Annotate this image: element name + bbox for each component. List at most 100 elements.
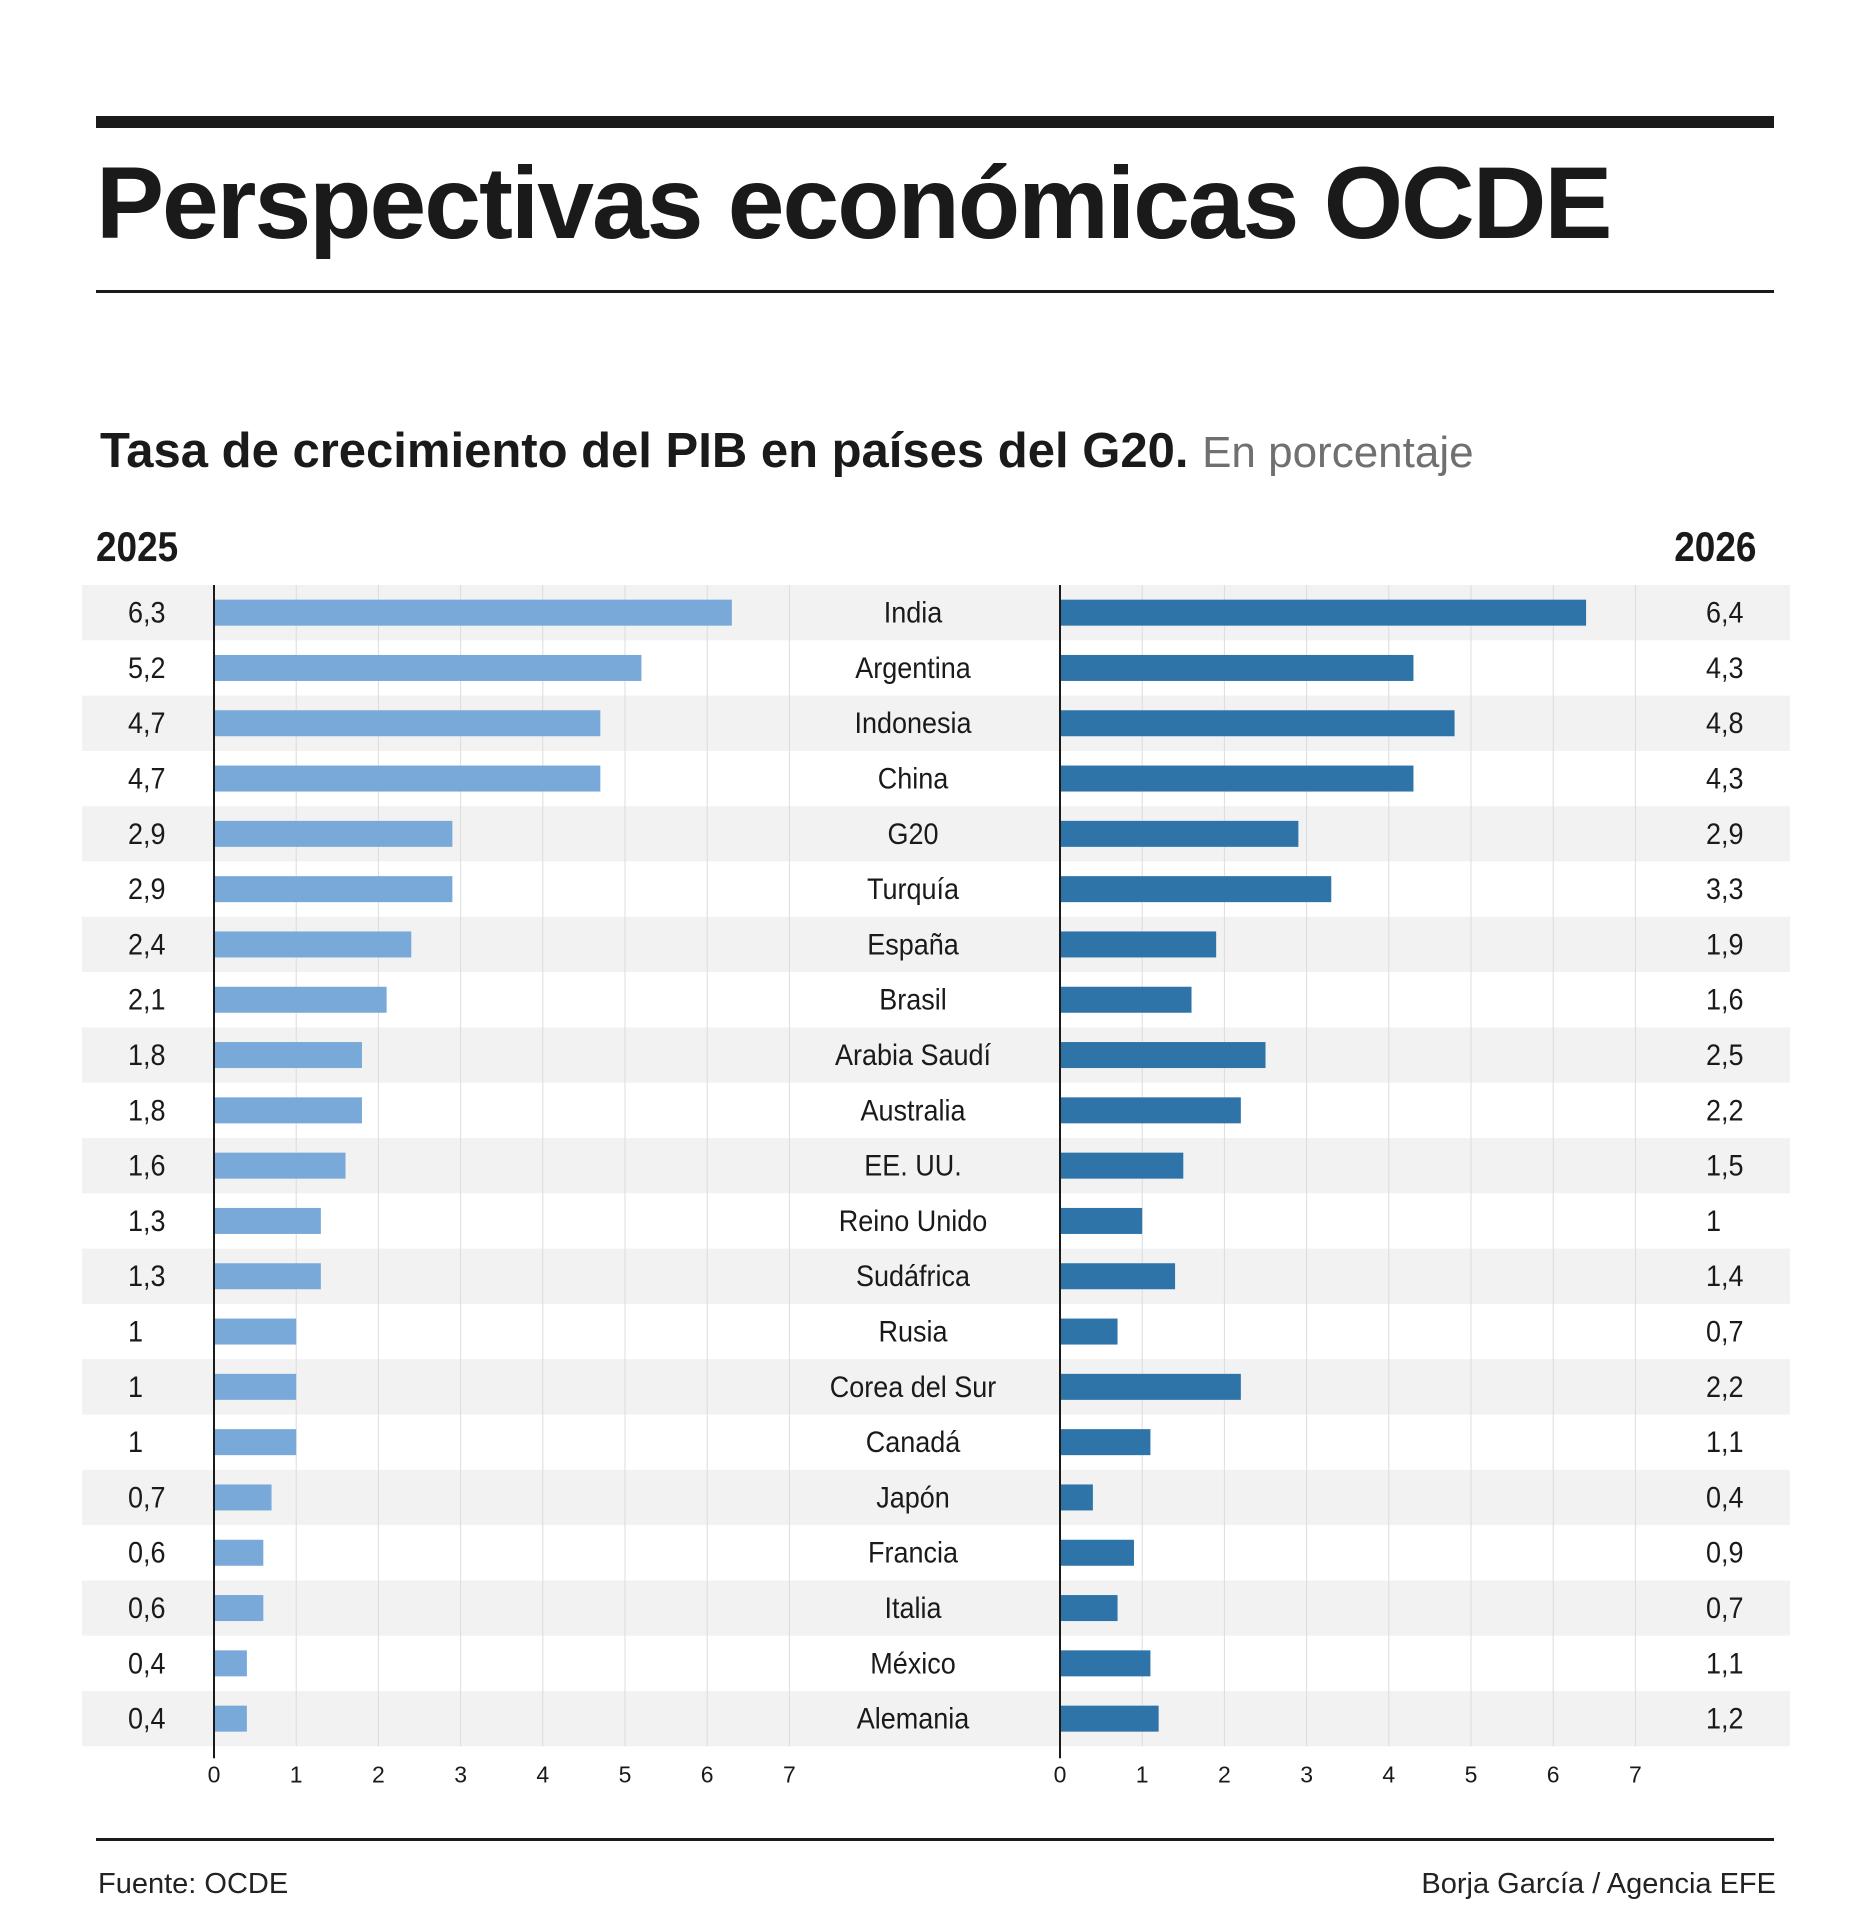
- bar-2025: [214, 1484, 272, 1511]
- tick-label-2025: 6: [701, 1761, 714, 1787]
- value-label-2026: 3,3: [1706, 873, 1744, 907]
- tick-label-2026: 0: [1054, 1761, 1067, 1787]
- category-label: India: [884, 596, 943, 630]
- bar-2025: [214, 654, 642, 681]
- value-label-2025: 0,6: [128, 1592, 166, 1626]
- bar-2026: [1060, 1705, 1159, 1732]
- bar-2025: [214, 1705, 247, 1732]
- credit-note: Borja García / Agencia EFE: [1421, 1868, 1776, 1900]
- bar-2025: [214, 1373, 297, 1400]
- bar-2026: [1060, 931, 1217, 958]
- bar-2026: [1060, 1042, 1266, 1069]
- bar-2025: [214, 931, 412, 958]
- value-label-2025: 2,9: [128, 873, 166, 907]
- bar-2026: [1060, 710, 1455, 737]
- value-label-2025: 1,3: [128, 1205, 166, 1239]
- category-label: EE. UU.: [864, 1149, 961, 1183]
- value-label-2026: 1,1: [1706, 1426, 1744, 1460]
- tick-label-2026: 2: [1218, 1761, 1231, 1787]
- series-label-2026: 2026: [1673, 523, 1756, 570]
- bar-2026: [1060, 654, 1414, 681]
- top-rule: [96, 116, 1774, 128]
- value-label-2025: 2,1: [128, 983, 166, 1017]
- bar-2026: [1060, 1373, 1241, 1400]
- bar-2026: [1060, 1263, 1176, 1290]
- bar-2026: [1060, 765, 1414, 792]
- row-band: [82, 1469, 1790, 1526]
- category-label: Corea del Sur: [830, 1370, 997, 1404]
- value-label-2026: 1: [1706, 1205, 1721, 1239]
- value-label-2026: 6,4: [1706, 596, 1744, 630]
- value-label-2026: 2,9: [1706, 817, 1744, 851]
- bar-2025: [214, 765, 601, 792]
- bar-2025: [214, 876, 453, 903]
- bar-2026: [1060, 1097, 1241, 1124]
- value-label-2026: 0,7: [1706, 1315, 1744, 1349]
- value-label-2025: 1,8: [128, 1039, 166, 1073]
- bar-2026: [1060, 820, 1299, 847]
- value-label-2026: 1,9: [1706, 928, 1744, 962]
- page-title: Perspectivas económicas OCDE: [96, 146, 1612, 260]
- bar-2026: [1060, 599, 1587, 626]
- value-label-2025: 2,9: [128, 817, 166, 851]
- bar-2026: [1060, 1152, 1184, 1179]
- row-band: [82, 1027, 1790, 1083]
- value-label-2026: 1,4: [1706, 1260, 1744, 1294]
- value-label-2025: 5,2: [128, 652, 166, 686]
- category-label: China: [878, 762, 949, 796]
- category-label: Italia: [885, 1592, 942, 1626]
- value-label-2025: 1: [128, 1370, 143, 1404]
- bar-2025: [214, 1539, 264, 1566]
- value-label-2026: 2,2: [1706, 1094, 1744, 1128]
- category-label: Brasil: [879, 983, 946, 1017]
- category-label: Alemania: [857, 1702, 970, 1736]
- bar-2025: [214, 1207, 321, 1234]
- category-label: Reino Unido: [839, 1205, 987, 1239]
- value-label-2025: 0,6: [128, 1536, 166, 1570]
- tick-label-2026: 1: [1136, 1761, 1149, 1787]
- value-label-2025: 4,7: [128, 762, 166, 796]
- category-label: Indonesia: [854, 707, 971, 741]
- value-label-2025: 1: [128, 1315, 143, 1349]
- value-label-2025: 4,7: [128, 707, 166, 741]
- bar-2026: [1060, 1539, 1134, 1566]
- value-label-2026: 2,2: [1706, 1370, 1744, 1404]
- bar-2026: [1060, 1650, 1151, 1677]
- bar-2025: [214, 1429, 297, 1456]
- bar-2026: [1060, 1484, 1093, 1511]
- bar-2026: [1060, 876, 1332, 903]
- tick-label-2025: 2: [372, 1761, 385, 1787]
- bar-2026: [1060, 1207, 1143, 1234]
- tick-label-2025: 4: [536, 1761, 549, 1787]
- value-label-2026: 1,1: [1706, 1647, 1744, 1681]
- category-label: Sudáfrica: [856, 1260, 970, 1294]
- tick-label-2026: 4: [1382, 1761, 1395, 1787]
- tick-label-2026: 5: [1465, 1761, 1478, 1787]
- tick-label-2026: 7: [1629, 1761, 1642, 1787]
- series-label-2025: 2025: [96, 523, 179, 570]
- category-label: Japón: [876, 1481, 950, 1515]
- tick-label-2026: 6: [1547, 1761, 1560, 1787]
- value-label-2025: 1,3: [128, 1260, 166, 1294]
- category-label: Rusia: [879, 1315, 948, 1349]
- chart-subtitle: Tasa de crecimiento del PIB en países de…: [100, 424, 1474, 479]
- bar-2025: [214, 986, 387, 1013]
- bottom-rule: [96, 1838, 1774, 1841]
- row-band: [82, 1248, 1790, 1304]
- value-label-2026: 2,5: [1706, 1039, 1744, 1073]
- source-note: Fuente: OCDE: [98, 1868, 289, 1900]
- value-label-2026: 0,7: [1706, 1592, 1744, 1626]
- category-label: Australia: [861, 1094, 966, 1128]
- bar-2025: [214, 599, 732, 626]
- chart-title: Tasa de crecimiento del PIB en países de…: [100, 424, 1189, 478]
- value-label-2025: 1,6: [128, 1149, 166, 1183]
- value-label-2026: 1,2: [1706, 1702, 1744, 1736]
- bar-2025: [214, 1318, 297, 1345]
- value-label-2025: 0,4: [128, 1702, 166, 1736]
- bar-2026: [1060, 1595, 1118, 1622]
- bar-2025: [214, 1152, 346, 1179]
- tick-label-2025: 0: [208, 1761, 221, 1787]
- value-label-2026: 0,4: [1706, 1481, 1744, 1515]
- row-band: [82, 1580, 1790, 1636]
